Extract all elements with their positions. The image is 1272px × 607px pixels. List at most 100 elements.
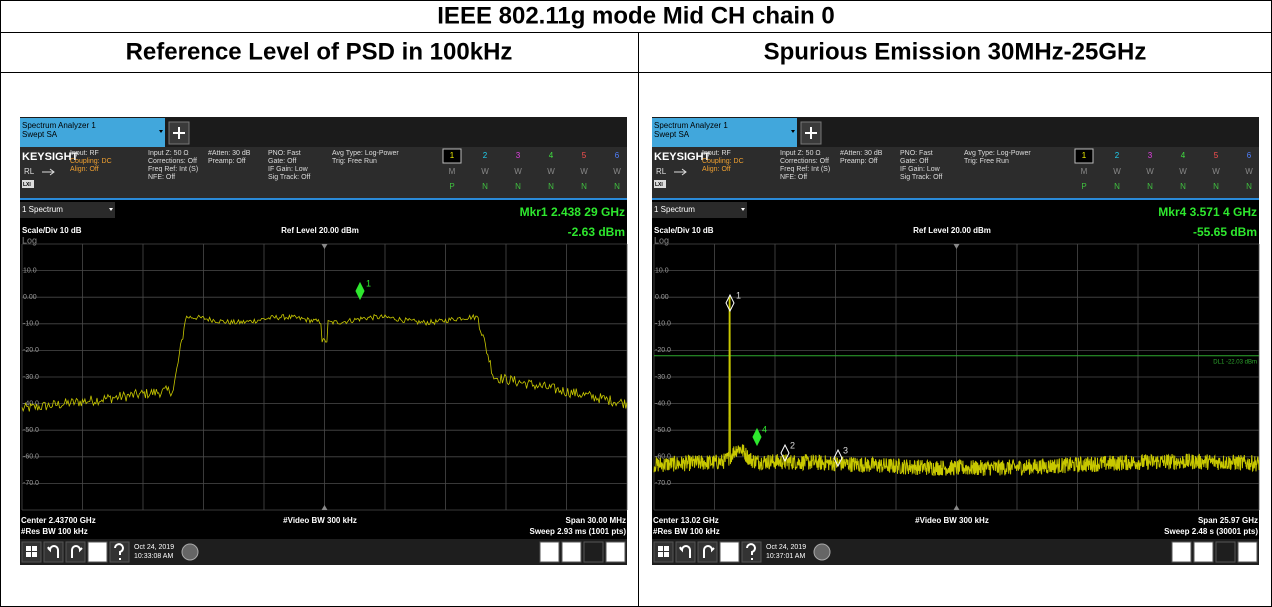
- taskbar-button[interactable]: [66, 542, 85, 562]
- time: 10:33:08 AM: [134, 553, 173, 560]
- status-pno: PNO: Fast: [900, 150, 933, 157]
- trace-detector: N: [1114, 182, 1120, 191]
- column-header: Reference Level of PSD in 100kHz: [126, 38, 513, 65]
- y-axis-label: 0.00: [655, 294, 669, 301]
- display-line-label: DL1 -22.03 dBm: [1213, 359, 1257, 365]
- notification-icon[interactable]: [182, 544, 198, 560]
- status-coupling: Coupling: DC: [70, 158, 112, 165]
- y-axis-label: 10.0: [655, 267, 669, 274]
- status-freq-ref: Freq Ref: Int (S): [780, 166, 830, 173]
- marker-frequency: Mkr1 2.438 29 GHz: [520, 205, 625, 219]
- time: 10:37:01 AM: [766, 553, 805, 560]
- status-corrections: Corrections: Off: [780, 158, 829, 165]
- rl-label: RL: [656, 167, 667, 176]
- trace-mode: W: [613, 167, 621, 176]
- y-axis-label: -70.0: [655, 480, 671, 487]
- trace-detector: N: [581, 182, 587, 191]
- marker-label: 2: [790, 440, 795, 450]
- resolution-bandwidth: #Res BW 100 kHz: [21, 527, 88, 536]
- status-avg-type: Avg Type: Log-Power: [964, 150, 1031, 157]
- taskbar-button[interactable]: [698, 542, 717, 562]
- taskbar-button[interactable]: [88, 542, 107, 562]
- trace-detector: P: [1081, 182, 1086, 191]
- trace-detector: N: [1213, 182, 1219, 191]
- reference-level: Ref Level 20.00 dBm: [281, 226, 359, 235]
- status-sig-track: Sig Track: Off: [900, 174, 942, 181]
- trace-mode: W: [1179, 167, 1187, 176]
- marker-frequency: Mkr4 3.571 4 GHz: [1158, 205, 1257, 219]
- taskbar-button[interactable]: [676, 542, 695, 562]
- marker-label: 1: [366, 278, 371, 288]
- taskbar-button[interactable]: [540, 542, 559, 562]
- taskbar-button[interactable]: [720, 542, 739, 562]
- tab-subtitle: Swept SA: [22, 130, 58, 139]
- trace-number: 1: [1082, 151, 1087, 160]
- rl-label: RL: [24, 167, 35, 176]
- marker-label: 1: [736, 290, 741, 300]
- status-corrections: Corrections: Off: [148, 158, 197, 165]
- status-atten: #Atten: 30 dB: [840, 150, 883, 157]
- taskbar-button[interactable]: [1194, 542, 1213, 562]
- tab-title: Spectrum Analyzer 1: [654, 121, 728, 130]
- y-axis-label: -30.0: [655, 374, 671, 381]
- window-name: 1 Spectrum: [22, 205, 63, 214]
- info-bar: [20, 147, 627, 198]
- resolution-bandwidth: #Res BW 100 kHz: [653, 527, 720, 536]
- taskbar-button[interactable]: [654, 542, 673, 562]
- status-input-z: Input Z: 50 Ω: [148, 150, 189, 157]
- trace-number: 3: [1148, 151, 1153, 160]
- y-axis-label: 10.0: [23, 267, 37, 274]
- taskbar-button[interactable]: [584, 542, 603, 562]
- taskbar-button[interactable]: [1172, 542, 1191, 562]
- marker-label: 4: [762, 424, 767, 434]
- span: Span 30.00 MHz: [566, 516, 626, 525]
- separator-line: [20, 198, 627, 200]
- tab-title: Spectrum Analyzer 1: [22, 121, 96, 130]
- status-input-z: Input Z: 50 Ω: [780, 150, 821, 157]
- status-coupling: Coupling: DC: [702, 158, 744, 165]
- status-gate: Gate: Off: [268, 158, 296, 165]
- trace-detector: N: [1180, 182, 1186, 191]
- taskbar-button[interactable]: [606, 542, 625, 562]
- y-axis-label: -30.0: [23, 374, 39, 381]
- trace-detector: N: [1147, 182, 1153, 191]
- center-frequency: Center 13.02 GHz: [653, 516, 719, 525]
- status-atten: #Atten: 30 dB: [208, 150, 251, 157]
- y-axis-label: -10.0: [655, 321, 671, 328]
- status-if-gain: IF Gain: Low: [900, 166, 941, 173]
- center-frequency: Center 2.43700 GHz: [21, 516, 96, 525]
- status-trig: Trig: Free Run: [332, 158, 377, 165]
- taskbar-button[interactable]: [562, 542, 581, 562]
- status-align: Align: Off: [70, 166, 99, 173]
- status-gate: Gate: Off: [900, 158, 928, 165]
- trace-mode: W: [547, 167, 555, 176]
- tab-subtitle: Swept SA: [654, 130, 690, 139]
- y-axis-label: 0.00: [23, 294, 37, 301]
- marker-value: -55.65 dBm: [1193, 225, 1257, 239]
- date: Oct 24, 2019: [766, 544, 806, 551]
- status-input: Input: RF: [702, 150, 731, 157]
- video-bandwidth: #Video BW 300 kHz: [283, 516, 357, 525]
- y-axis-label: -40.0: [655, 400, 671, 407]
- trace-number: 2: [483, 151, 488, 160]
- status-nfe: NFE: Off: [780, 174, 807, 181]
- taskbar-button[interactable]: [1216, 542, 1235, 562]
- lxi-label: LXI: [23, 182, 31, 188]
- trace-detector: N: [515, 182, 521, 191]
- trace-mode: M: [1081, 167, 1088, 176]
- sweep-time: Sweep 2.48 s (30001 pts): [1164, 527, 1258, 536]
- taskbar-button[interactable]: [44, 542, 63, 562]
- analyzer-screenshot: Spectrum Analyzer 1Swept SAKEYSIGHTRLLXI…: [20, 117, 627, 565]
- notification-icon[interactable]: [814, 544, 830, 560]
- trace-detector: P: [449, 182, 454, 191]
- y-axis-label: -50.0: [655, 427, 671, 434]
- scale-per-division: Scale/Div 10 dB: [22, 226, 82, 235]
- status-if-gain: IF Gain: Low: [268, 166, 309, 173]
- lxi-label: LXI: [655, 182, 663, 188]
- trace-number: 4: [1181, 151, 1186, 160]
- sweep-time: Sweep 2.93 ms (1001 pts): [530, 527, 627, 536]
- y-axis-label: -20.0: [23, 347, 39, 354]
- status-preamp: Preamp: Off: [208, 158, 246, 165]
- taskbar-button[interactable]: [1238, 542, 1257, 562]
- taskbar-button[interactable]: [22, 542, 41, 562]
